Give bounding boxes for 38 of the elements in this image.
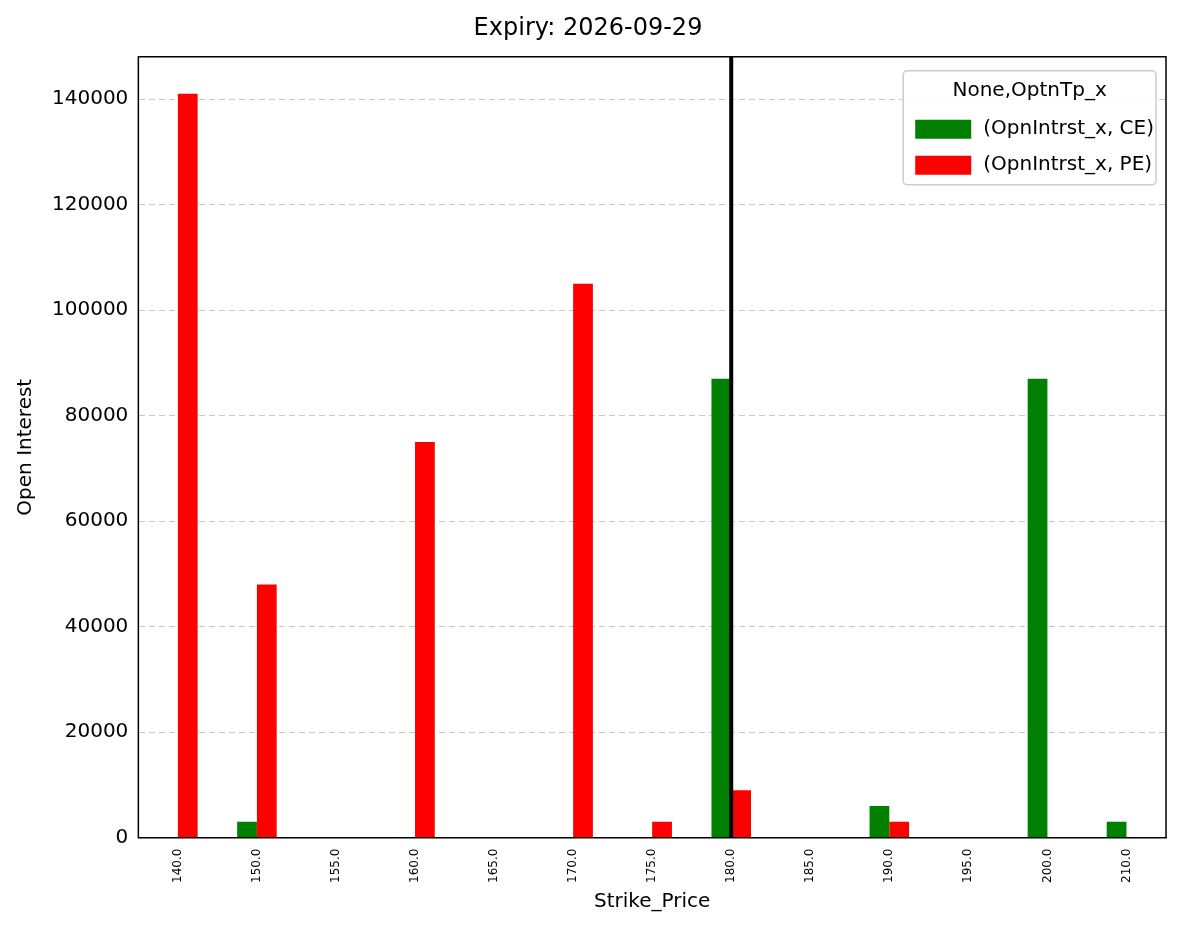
x-tick-label: 200.0 — [1039, 848, 1054, 884]
bar — [711, 378, 732, 838]
bar — [869, 805, 890, 838]
bar — [256, 584, 277, 838]
bar — [652, 821, 672, 838]
bar — [1106, 821, 1127, 838]
y-tick-label: 20000 — [64, 718, 129, 743]
bar — [415, 441, 435, 838]
y-tick-label: 120000 — [51, 190, 129, 215]
x-tick-label: 195.0 — [960, 848, 975, 884]
y-tick-label: 60000 — [64, 507, 129, 532]
bar — [573, 283, 593, 838]
x-tick-label: 170.0 — [565, 848, 580, 884]
legend-title: None,OptnTp_x — [952, 77, 1107, 101]
y-axis-title: Open Interest — [12, 378, 37, 516]
bar — [237, 821, 257, 838]
bar — [177, 93, 198, 838]
x-tick-label: 190.0 — [881, 848, 896, 884]
x-tick-label: 180.0 — [723, 848, 738, 884]
x-tick-label: 140.0 — [170, 848, 184, 884]
x-axis-title: Strike_Price — [594, 888, 711, 913]
x-tick-label: 185.0 — [802, 848, 817, 884]
x-tick-label: 155.0 — [328, 848, 343, 884]
y-tick-label: 140000 — [51, 85, 129, 110]
x-tick-label: 160.0 — [407, 848, 422, 884]
y-tick-label: 0 — [115, 823, 129, 848]
x-tick-label: 165.0 — [486, 848, 501, 884]
y-tick-label: 40000 — [64, 612, 129, 637]
x-tick-label: 150.0 — [249, 848, 264, 884]
chart-title: Expiry: 2026-09-29 — [473, 12, 703, 41]
y-tick-label: 100000 — [51, 296, 129, 321]
legend-label: (OpnIntrst_x, CE) — [983, 115, 1155, 139]
y-tick-label: 80000 — [64, 401, 129, 426]
bar — [889, 821, 910, 838]
x-tick-label: 175.0 — [644, 848, 659, 884]
bar — [1027, 378, 1048, 838]
x-tick-label: 210.0 — [1118, 848, 1133, 884]
legend-label: (OpnIntrst_x, PE) — [983, 151, 1153, 175]
